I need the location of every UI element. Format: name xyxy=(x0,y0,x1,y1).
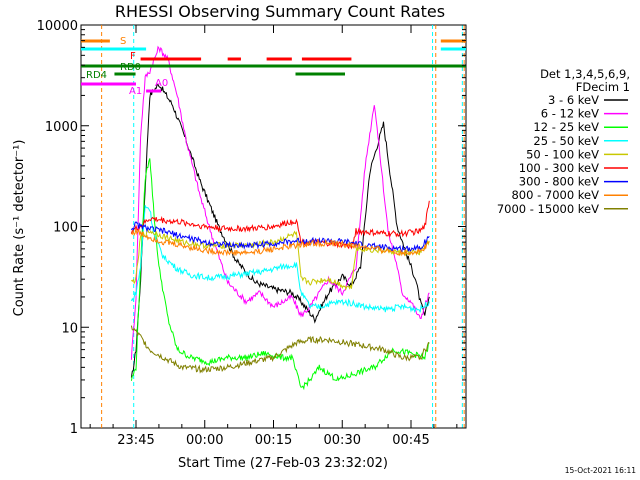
series-line-7 xyxy=(130,221,430,253)
y-tick-label-1: 10 xyxy=(61,321,78,336)
series-line-1 xyxy=(130,83,430,378)
legend-label-8: 800 - 7000 keV xyxy=(511,188,599,202)
legend-header-1: FDecim 1 xyxy=(576,80,630,94)
y-axis-label: Count Rate (s⁻¹ detector⁻¹) xyxy=(12,140,27,317)
x-tick-label-2: 00:15 xyxy=(255,433,292,448)
legend-header-0: Det 1,3,4,5,6,9, xyxy=(540,67,630,81)
series-line-4 xyxy=(130,205,430,314)
flag-label-3: RD0 xyxy=(120,62,141,73)
legend-label-2: 6 - 12 keV xyxy=(541,107,599,121)
legend-label-7: 300 - 800 keV xyxy=(519,175,599,189)
x-axis-label: Start Time (27-Feb-03 23:32:02) xyxy=(178,456,388,471)
legend-label-5: 50 - 100 keV xyxy=(526,147,599,161)
series-line-5 xyxy=(131,229,430,291)
series-line-6 xyxy=(130,200,430,250)
x-tick-label-4: 00:45 xyxy=(392,433,429,448)
legend-label-6: 100 - 300 keV xyxy=(519,161,599,175)
x-tick-label-3: 00:30 xyxy=(324,433,361,448)
y-tick-label-2: 100 xyxy=(53,221,78,236)
series-line-2 xyxy=(130,45,430,360)
y-tick-label-3: 1000 xyxy=(45,120,78,135)
series-layer xyxy=(101,25,465,428)
x-tick-label-0: 23:45 xyxy=(117,433,154,448)
y-tick-label-0: 1 xyxy=(70,422,78,437)
flag-label-0: S xyxy=(120,36,126,47)
chart-title: RHESSI Observing Summary Count Rates xyxy=(115,2,445,21)
y-tick-label-4: 10000 xyxy=(37,19,78,34)
x-tick-label-1: 00:00 xyxy=(186,433,223,448)
legend-label-3: 12 - 25 keV xyxy=(533,120,599,134)
flag-label-2: F xyxy=(130,51,136,62)
legend-label-4: 25 - 50 keV xyxy=(533,134,599,148)
series-line-8 xyxy=(131,228,430,257)
legend-label-1: 3 - 6 keV xyxy=(548,93,599,107)
legend-label-9: 7000 - 15000 keV xyxy=(497,202,599,216)
axis-layer: 23:45 00:00 00:15 00:30 00:45 1 10 100 1000 10000 xyxy=(37,19,466,448)
timestamp: 15-Oct-2021 16:11 xyxy=(565,466,636,475)
flag-label-6: A0 xyxy=(155,78,168,89)
series-line-9 xyxy=(130,325,430,374)
flag-label-5: A1 xyxy=(129,86,142,97)
flag-label-4: RD4 xyxy=(86,70,107,81)
series-line-3 xyxy=(130,158,430,391)
